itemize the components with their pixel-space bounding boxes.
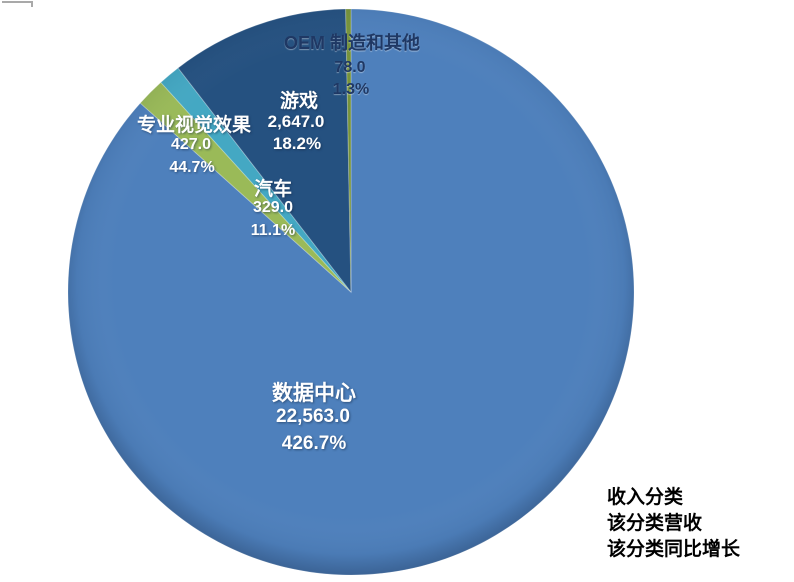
selection-corner-mark-vertical [31, 1, 33, 7]
chart-note-line-growth: 该分类同比增长 [607, 539, 741, 560]
chart-note: 收入分类 该分类营收 该分类同比增长 [607, 485, 740, 563]
selection-corner-mark-horizontal [2, 1, 33, 3]
chart-note-line-revenue: 该分类营收 [607, 513, 703, 534]
chart-note-line-category: 收入分类 [607, 487, 684, 508]
